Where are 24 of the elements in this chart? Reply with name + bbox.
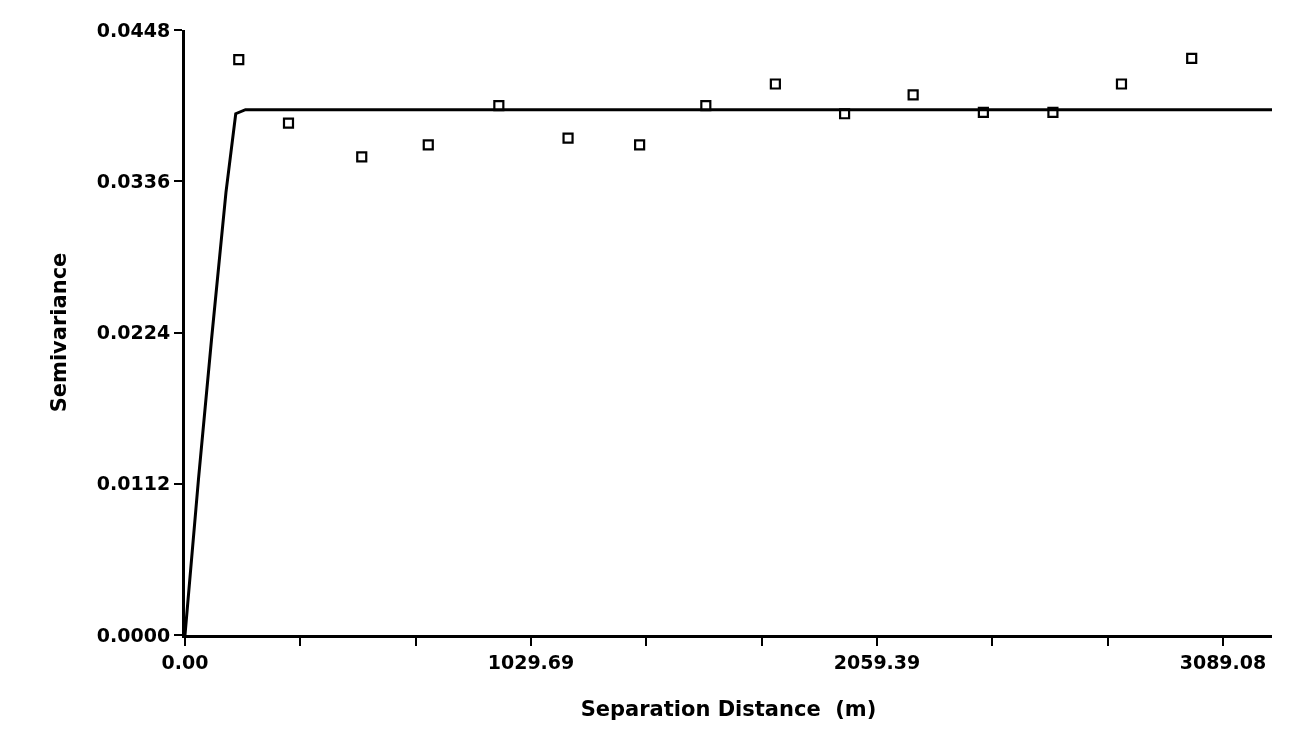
point (422, 139, 434, 151)
point (838, 108, 851, 120)
y-tick-label: 0.0448 (96, 18, 171, 41)
x-tick-label: 1029.69 (487, 650, 575, 673)
x-tick-label: 3089.08 (1179, 650, 1267, 673)
x-tick-label: 2059.39 (833, 650, 921, 673)
point (356, 151, 368, 163)
x-axis-title: Separation Distance (m) (580, 697, 877, 721)
y-tick-label: 0.0224 (96, 321, 171, 344)
point (233, 54, 245, 66)
y-tick-label: 0.0000 (96, 623, 171, 646)
point (1115, 78, 1128, 90)
point (1186, 52, 1198, 64)
point (977, 106, 989, 118)
point (562, 132, 574, 144)
x-tick-label: 0.00 (161, 650, 209, 673)
point (907, 89, 919, 101)
y-tick-label: 0.0112 (96, 472, 171, 495)
point (769, 78, 781, 90)
point (634, 139, 646, 151)
point (1047, 106, 1059, 118)
y-tick-label: 0.0336 (96, 169, 171, 192)
y-axis-title: Semivariance (47, 252, 72, 413)
point (282, 117, 295, 129)
